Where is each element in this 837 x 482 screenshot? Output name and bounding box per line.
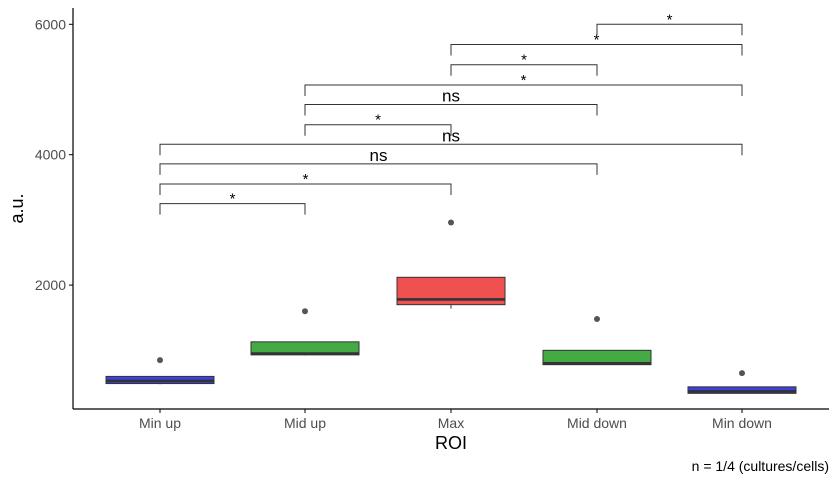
bracket-line [596, 23, 743, 36]
significance-bracket: * [450, 32, 743, 56]
y-tick-label: 2000 [35, 277, 66, 293]
x-tick-label: Min down [712, 415, 772, 431]
bracket-label: * [521, 52, 527, 69]
bracket-label: * [303, 171, 309, 188]
bracket-line [159, 203, 306, 215]
x-axis-title: ROI [435, 433, 467, 453]
y-tick-label: 6000 [35, 16, 66, 32]
x-axis-ticks: Min up Mid up Max Mid down Min down [139, 409, 772, 431]
box-body [250, 341, 360, 356]
box-min-up [105, 357, 215, 385]
box-outlier-point [448, 219, 454, 226]
x-tick-label: Min up [139, 415, 181, 431]
bracket-line [304, 124, 452, 136]
y-axis-title: a.u. [7, 193, 27, 223]
x-tick-label: Max [438, 415, 464, 431]
box-outlier-point [594, 316, 600, 323]
box-max [396, 219, 506, 309]
y-tick-label: 4000 [35, 147, 66, 163]
significance-brackets: * * ns ns * ns * * * * [159, 11, 743, 215]
box-outlier-point [739, 370, 745, 377]
box-series [105, 219, 797, 394]
bracket-label: * [375, 112, 381, 129]
bracket-label: ns [442, 126, 460, 145]
box-outlier-point [157, 357, 163, 364]
bracket-label: ns [442, 87, 460, 106]
significance-bracket: * [596, 11, 743, 36]
box-mid-down [542, 316, 652, 366]
significance-bracket: * [304, 72, 743, 96]
significance-bracket: * [159, 191, 306, 215]
bracket-line [450, 44, 743, 56]
x-tick-label: Mid down [567, 415, 627, 431]
bracket-line [159, 183, 452, 196]
box-outlier-point [302, 308, 308, 315]
significance-bracket: * [450, 52, 598, 76]
bracket-label: * [594, 32, 600, 49]
bracket-line [450, 64, 598, 76]
bracket-label: * [521, 72, 527, 89]
bracket-line [159, 143, 743, 156]
significance-bracket: * [304, 112, 452, 136]
significance-bracket: * [159, 171, 452, 196]
significance-bracket: ns [159, 126, 743, 156]
significance-bracket: ns [304, 87, 598, 116]
box-min-down [687, 370, 797, 394]
bracket-label: ns [370, 146, 388, 165]
bracket-line [304, 104, 598, 116]
bracket-label: * [667, 11, 673, 28]
x-tick-label: Mid up [284, 415, 326, 431]
y-axis-ticks: 2000 4000 6000 [35, 16, 73, 293]
box-body [542, 349, 652, 366]
box-mid-up [250, 308, 360, 356]
box-body [687, 386, 797, 394]
bracket-line [304, 84, 743, 96]
bracket-label: * [230, 191, 236, 208]
bracket-line [159, 163, 598, 175]
sample-size-caption: n = 1/4 (cultures/cells) [692, 458, 829, 474]
significance-bracket: ns [159, 146, 598, 175]
